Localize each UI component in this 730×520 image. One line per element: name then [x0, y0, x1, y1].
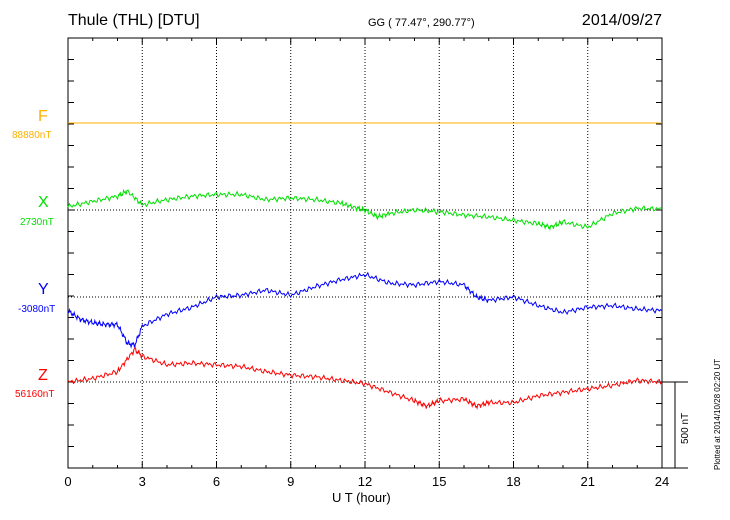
series-line-z: [67, 346, 663, 410]
x-tick-label: 12: [358, 474, 372, 489]
component-label-z: Z: [38, 367, 48, 384]
x-axis-label: U T (hour): [332, 490, 391, 505]
x-tick-label: 6: [213, 474, 220, 489]
plot-date: 2014/09/27: [581, 12, 662, 29]
component-label-f: F: [38, 108, 48, 125]
plotted-timestamp: Plotted at 2014/10/28 02:20 UT: [713, 358, 722, 470]
component-baseline-z: 56160nT: [15, 389, 55, 400]
x-tick-label: 21: [581, 474, 595, 489]
series-line-x: [67, 188, 663, 232]
plot-frame: [67, 37, 663, 469]
series-line-y: [67, 271, 663, 349]
component-baseline-f: 88880nT: [12, 130, 52, 141]
component-label-x: X: [38, 194, 49, 211]
x-tick-label: 24: [655, 474, 669, 489]
x-tick-label: 18: [506, 474, 520, 489]
x-tick-label: 9: [287, 474, 294, 489]
component-baseline-y: -3080nT: [18, 304, 56, 315]
geographic-coordinates: GG ( 77.47°, 290.77°): [368, 17, 475, 29]
component-label-y: Y: [38, 281, 49, 298]
x-tick-label: 3: [139, 474, 146, 489]
component-baseline-x: 2730nT: [20, 217, 54, 228]
x-tick-label: 0: [64, 474, 71, 489]
station-title: Thule (THL) [DTU]: [68, 12, 200, 29]
x-tick-label: 15: [432, 474, 446, 489]
scale-bar-label: 500 nT: [680, 412, 691, 444]
